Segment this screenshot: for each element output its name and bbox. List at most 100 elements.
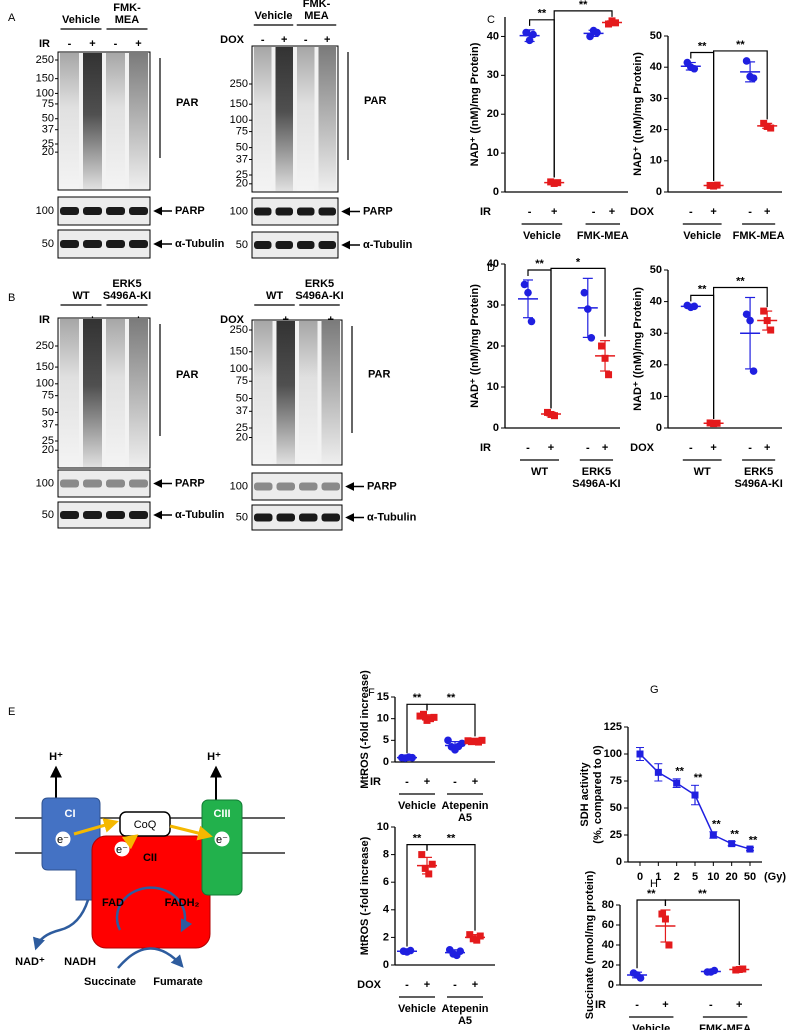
- group-label: Vehicle: [632, 1023, 670, 1030]
- loading-label: PARP: [175, 477, 205, 489]
- y-tick-label: 0: [383, 756, 389, 768]
- par-lane: [318, 47, 336, 191]
- succinate-arrow: [117, 947, 184, 969]
- error-bar: [762, 310, 773, 331]
- significance-label: **: [749, 834, 758, 846]
- fadh2-label: FADH₂: [165, 897, 200, 909]
- loading-band: [60, 207, 79, 215]
- treatment-label: DOX: [357, 979, 382, 991]
- par-lane: [129, 53, 148, 189]
- group-label: Vehicle: [62, 14, 100, 26]
- error-bar: [402, 756, 412, 759]
- x-tick-label: +: [602, 442, 608, 454]
- error-bar: [588, 29, 599, 38]
- group-label: WT: [72, 290, 89, 302]
- significance-label: **: [413, 692, 422, 704]
- loading-label: α-Tubulin: [363, 239, 413, 251]
- significance-bracket: [713, 286, 768, 419]
- marker-label: 50: [236, 142, 248, 154]
- x-tick-label: -: [689, 206, 693, 218]
- complex-label: CIII: [213, 808, 230, 820]
- y-tick-label: 125: [604, 721, 622, 733]
- marker-label: 100: [36, 87, 54, 99]
- y-tick-label: 0: [616, 856, 622, 868]
- marker-label: 50: [42, 113, 54, 125]
- electron-arrow: [73, 818, 119, 836]
- error-bar: [523, 279, 533, 319]
- par-lane: [60, 319, 79, 467]
- data-point: [418, 851, 426, 859]
- x-tick-label: +: [710, 206, 716, 218]
- electron-label: e⁻: [116, 844, 128, 856]
- y-tick-label: 40: [487, 258, 499, 270]
- loading-band: [129, 240, 148, 248]
- marker-label: 25: [42, 435, 54, 447]
- loading-band: [106, 479, 125, 488]
- complex-i: [41, 797, 101, 901]
- significance-label: **: [447, 833, 456, 845]
- x-tick-label: -: [635, 999, 639, 1011]
- x-unit-label: (Gy): [764, 871, 786, 883]
- significance-label: **: [730, 828, 739, 840]
- x-tick-label: 2: [674, 871, 680, 883]
- group-label: FMK-: [303, 0, 331, 10]
- y-tick-label: 15: [377, 691, 389, 703]
- target-label: PAR: [368, 368, 390, 380]
- nad-label: NAD⁺: [15, 956, 45, 968]
- electron: [214, 831, 230, 847]
- marker-label: 100: [230, 363, 248, 375]
- group-label: A5: [458, 812, 472, 824]
- panel-label: E: [8, 706, 15, 718]
- group-label: WT: [266, 290, 283, 302]
- y-tick-label: 20: [487, 340, 499, 352]
- loading-band: [321, 513, 340, 522]
- etc-diagram: H⁺ H⁺ CI CII CIII CoQ e⁻ e⁻ e⁻ FAD FADH₂…: [15, 751, 285, 988]
- marker-label: 75: [42, 98, 54, 110]
- y-tick-label: 40: [650, 296, 662, 308]
- loading-band: [129, 479, 148, 488]
- group-label: A5: [458, 1015, 472, 1027]
- data-point: [749, 74, 758, 82]
- significance-bracket: [426, 844, 476, 931]
- loading-band: [254, 513, 273, 522]
- loading-marker: 50: [42, 509, 54, 521]
- loading-marker: 50: [236, 511, 248, 523]
- y-axis-label: MtROS (-fold increase): [359, 836, 371, 955]
- significance-label: **: [736, 39, 745, 51]
- data-point: [598, 342, 606, 350]
- data-point: [654, 768, 662, 776]
- data-point: [728, 840, 736, 848]
- loading-band: [60, 479, 79, 488]
- loading-label: PARP: [367, 480, 397, 492]
- marker-label: 37: [42, 124, 54, 136]
- group-label: Vehicle: [683, 230, 721, 242]
- treatment-label: IR: [39, 314, 50, 326]
- x-tick-label: +: [764, 206, 770, 218]
- significance-label: **: [698, 283, 707, 295]
- loading-label: PARP: [175, 205, 205, 217]
- treatment-label: DOX: [630, 442, 655, 454]
- loading-band: [254, 207, 272, 216]
- lane-sign: +: [324, 34, 330, 46]
- group-label: FMK-: [113, 2, 141, 14]
- significance-label: **: [712, 819, 721, 831]
- loading-label: α-Tubulin: [175, 509, 225, 521]
- lane-sign: +: [135, 38, 141, 50]
- marker-label: 25: [42, 138, 54, 150]
- marker-label: 150: [230, 346, 248, 358]
- marker-label: 100: [36, 378, 54, 390]
- y-tick-label: 10: [650, 155, 662, 167]
- loading-band: [106, 240, 125, 248]
- data-point: [522, 28, 530, 37]
- loading-marker: 50: [42, 238, 54, 250]
- y-tick-label: 40: [602, 939, 614, 951]
- error-bar: [422, 714, 432, 721]
- treatment-label: DOX: [630, 206, 655, 218]
- loading-band: [297, 207, 315, 216]
- loading-band: [297, 241, 315, 249]
- significance-label: **: [538, 8, 547, 20]
- marker-label: 150: [36, 361, 54, 373]
- lane-sign: +: [281, 34, 287, 46]
- par-lane: [83, 53, 102, 189]
- par-lane: [254, 47, 272, 191]
